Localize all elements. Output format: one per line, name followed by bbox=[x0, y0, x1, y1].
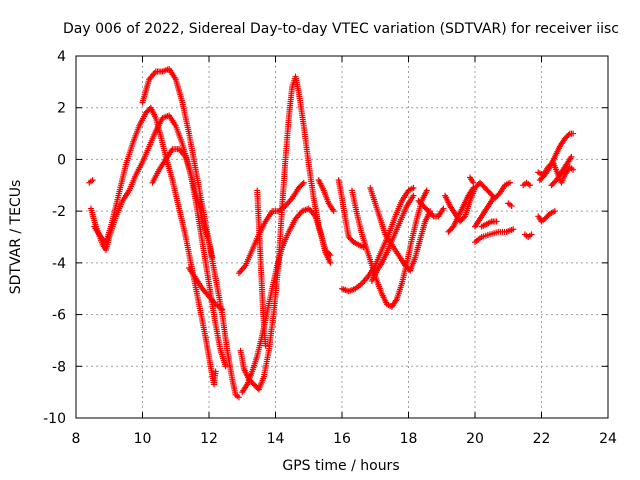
x-tick-label: 22 bbox=[533, 431, 551, 447]
series-track-18 bbox=[442, 179, 513, 225]
series-track-14 bbox=[348, 187, 430, 310]
series-track-23 bbox=[472, 226, 517, 246]
y-tick-label: -8 bbox=[52, 359, 66, 375]
data-point bbox=[262, 342, 269, 349]
y-tick-label: -6 bbox=[52, 308, 66, 324]
y-tick-label: 2 bbox=[57, 101, 66, 117]
series-track-3 bbox=[91, 104, 219, 388]
data-point bbox=[490, 195, 497, 202]
data-point bbox=[235, 394, 242, 401]
x-tick-label: 16 bbox=[333, 431, 351, 447]
data-point bbox=[506, 179, 513, 186]
data-point bbox=[423, 187, 430, 194]
y-tick-label: 4 bbox=[57, 49, 66, 65]
data-point bbox=[212, 368, 219, 375]
data-point bbox=[460, 214, 467, 221]
series-track-5 bbox=[149, 146, 229, 370]
y-tick-label: -4 bbox=[52, 256, 66, 272]
data-point bbox=[299, 180, 306, 187]
series-track-7 bbox=[235, 179, 307, 277]
series-track-8 bbox=[237, 73, 334, 393]
series-track-9 bbox=[239, 205, 334, 396]
data-point bbox=[568, 153, 575, 160]
data-point bbox=[565, 131, 572, 138]
data-point bbox=[493, 218, 500, 225]
data-point bbox=[219, 306, 226, 313]
data-point bbox=[526, 182, 533, 189]
y-tick-label: 0 bbox=[57, 152, 66, 168]
data-point bbox=[410, 192, 417, 199]
x-tick-label: 8 bbox=[72, 431, 81, 447]
data-point bbox=[470, 179, 477, 186]
data-point bbox=[449, 224, 456, 231]
series-track-21 bbox=[472, 195, 497, 230]
series-track-16 bbox=[368, 192, 417, 284]
x-tick-label: 12 bbox=[200, 431, 218, 447]
series-track-1 bbox=[86, 177, 96, 186]
series-track-26 bbox=[521, 231, 535, 240]
data-point bbox=[222, 363, 229, 370]
series-track-13 bbox=[339, 184, 417, 295]
series-track-12 bbox=[335, 177, 367, 251]
x-tick-label: 14 bbox=[267, 431, 285, 447]
data-point bbox=[570, 166, 577, 173]
series-track-24 bbox=[505, 200, 515, 209]
y-ticks: 4 2 0 -2 -4 -6 -8 -10 bbox=[43, 49, 608, 427]
data-point bbox=[300, 179, 307, 186]
data-point bbox=[410, 184, 417, 191]
y-tick-label: -2 bbox=[52, 204, 66, 220]
data-point bbox=[327, 259, 334, 266]
data-point bbox=[440, 205, 447, 212]
data-point bbox=[570, 130, 577, 137]
series-track-19 bbox=[445, 184, 477, 235]
series-track-25 bbox=[520, 179, 533, 189]
series-track-6 bbox=[186, 265, 226, 313]
x-tick-label: 18 bbox=[400, 431, 418, 447]
data-point bbox=[510, 226, 517, 233]
data-point bbox=[89, 177, 96, 184]
data-point bbox=[551, 208, 558, 215]
series-track-29 bbox=[536, 130, 577, 184]
series-track-30 bbox=[548, 153, 575, 189]
x-tick-label: 10 bbox=[134, 431, 152, 447]
series-track-10 bbox=[254, 187, 269, 349]
y-axis-label: SDTVAR / TECUs bbox=[8, 180, 24, 295]
data-point bbox=[528, 231, 535, 238]
chart-title: Day 006 of 2022, Sidereal Day-to-day VTE… bbox=[63, 21, 619, 37]
series-track-4 bbox=[139, 65, 242, 401]
series-track-20 bbox=[467, 174, 477, 186]
data-marks bbox=[86, 65, 577, 401]
data-point bbox=[330, 208, 337, 215]
series-track-11 bbox=[315, 177, 337, 215]
x-ticks: 8 10 12 14 16 18 20 22 24 bbox=[72, 56, 617, 447]
data-point bbox=[429, 212, 436, 219]
series-track-27 bbox=[535, 208, 558, 225]
y-tick-label: -10 bbox=[43, 411, 66, 427]
x-tick-label: 24 bbox=[599, 431, 617, 447]
series-track-17 bbox=[415, 197, 447, 220]
x-axis-label: GPS time / hours bbox=[282, 458, 399, 474]
data-point bbox=[508, 202, 515, 209]
data-point bbox=[470, 184, 477, 191]
series-track-22 bbox=[478, 218, 500, 230]
x-tick-label: 20 bbox=[466, 431, 484, 447]
